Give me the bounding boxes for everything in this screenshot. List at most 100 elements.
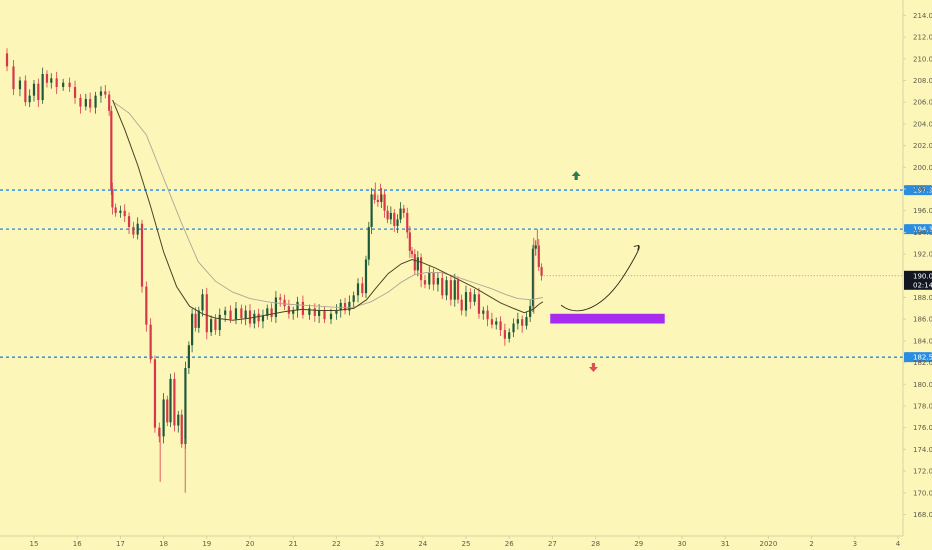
x-tick-label: 29 bbox=[634, 540, 643, 548]
y-tick-label: 206.0 bbox=[913, 99, 932, 107]
candle-body-up bbox=[348, 301, 351, 311]
candle-body-up bbox=[119, 210, 122, 213]
candle-body-down bbox=[460, 299, 463, 311]
candle-body-down bbox=[477, 294, 481, 314]
candle-body-down bbox=[149, 324, 152, 360]
level-label-box bbox=[904, 352, 932, 363]
candle-body-down bbox=[343, 302, 347, 311]
y-tick-label: 184.0 bbox=[913, 337, 932, 345]
candle-body-down bbox=[73, 87, 77, 98]
x-tick-label: 15 bbox=[30, 540, 39, 548]
candle-body-down bbox=[499, 321, 502, 331]
candle-body-up bbox=[356, 283, 360, 296]
candle-body-up bbox=[18, 80, 22, 90]
candle-body-down bbox=[132, 226, 135, 235]
candle-body-up bbox=[50, 78, 53, 83]
candle-body-up bbox=[531, 248, 535, 307]
candle-body-up bbox=[94, 95, 97, 108]
x-tick-label: 25 bbox=[462, 540, 471, 548]
candle-body-down bbox=[503, 330, 506, 339]
candle-body-down bbox=[537, 245, 540, 268]
y-tick-label: 208.0 bbox=[913, 77, 932, 85]
y-tick-label: 180.0 bbox=[913, 381, 932, 389]
candle-body-down bbox=[45, 73, 49, 83]
candle-body-up bbox=[453, 280, 456, 300]
candle-body-up bbox=[84, 98, 87, 107]
y-tick-label: 174.0 bbox=[913, 446, 932, 454]
y-tick-label: 182.0 bbox=[913, 359, 932, 367]
x-tick-label: 2 bbox=[809, 540, 813, 548]
candle-body-up bbox=[218, 314, 221, 331]
current-price-box bbox=[904, 270, 932, 290]
x-tick-label: 27 bbox=[548, 540, 557, 548]
x-tick-label: 23 bbox=[375, 540, 384, 548]
candle-body-up bbox=[99, 91, 103, 96]
candle-body-down bbox=[180, 414, 183, 444]
x-tick-label: 24 bbox=[418, 540, 427, 548]
candle-body-up bbox=[224, 310, 227, 315]
x-tick-label: 19 bbox=[202, 540, 211, 548]
candle-body-up bbox=[261, 315, 265, 322]
candle-body-down bbox=[423, 280, 427, 285]
y-tick-label: 204.0 bbox=[913, 120, 932, 128]
candle-body-down bbox=[114, 207, 117, 213]
candle-body-down bbox=[158, 427, 161, 437]
candle-body-down bbox=[123, 210, 126, 217]
candle-body-up bbox=[136, 223, 139, 235]
candle-body-down bbox=[413, 254, 416, 271]
candle-body-down bbox=[287, 306, 290, 314]
candle-body-down bbox=[173, 378, 176, 426]
candle-body-up bbox=[234, 308, 238, 320]
candle-body-up bbox=[339, 302, 342, 311]
candle-body-down bbox=[205, 294, 208, 333]
candle-body-down bbox=[408, 232, 411, 251]
candle-body-down bbox=[361, 283, 364, 294]
arrow-down-icon bbox=[588, 362, 598, 372]
candle-body-down bbox=[229, 310, 232, 320]
candle-body-down bbox=[419, 257, 423, 281]
candle-body-down bbox=[145, 286, 148, 325]
candle-body-up bbox=[396, 219, 399, 226]
candle-body-down bbox=[108, 94, 111, 111]
candle-body-down bbox=[456, 280, 460, 300]
candle-body-down bbox=[140, 223, 144, 287]
candle-body-down bbox=[194, 313, 197, 328]
candle-body-down bbox=[240, 308, 243, 319]
candle-body-up bbox=[32, 83, 36, 96]
candle-body-down bbox=[257, 313, 260, 322]
candle-body-up bbox=[191, 313, 194, 346]
y-tick-label: 212.0 bbox=[913, 34, 932, 42]
candle-body-down bbox=[402, 208, 405, 213]
candle-body-up bbox=[201, 294, 204, 311]
candle-body-down bbox=[279, 297, 282, 300]
candle-body-up bbox=[177, 414, 180, 426]
candle-body-up bbox=[495, 321, 498, 325]
candle-body-up bbox=[318, 310, 321, 316]
candle-body-up bbox=[389, 212, 392, 220]
x-tick-label: 3 bbox=[853, 540, 857, 548]
candle-body-down bbox=[376, 199, 379, 203]
y-tick-label: 192.0 bbox=[913, 251, 932, 259]
candle-body-up bbox=[296, 301, 299, 311]
candle-body-down bbox=[110, 110, 113, 189]
level-label: 197.9 bbox=[913, 187, 932, 195]
candle-body-up bbox=[416, 257, 419, 271]
candle-body-up bbox=[187, 345, 190, 369]
level-label: 194.3 bbox=[913, 226, 932, 234]
y-tick-label: 188.0 bbox=[913, 294, 932, 302]
candle-body-up bbox=[28, 95, 31, 103]
x-tick-label: 2020 bbox=[759, 540, 777, 548]
candle-body-down bbox=[104, 91, 107, 95]
candle-body-down bbox=[270, 308, 273, 318]
candle-body-down bbox=[521, 319, 524, 326]
y-tick-label: 170.0 bbox=[913, 489, 932, 497]
candle-body-down bbox=[68, 82, 71, 88]
level-label-box bbox=[904, 224, 932, 235]
candle-body-down bbox=[153, 359, 157, 428]
candle-body-up bbox=[445, 280, 448, 296]
moving-average-layer bbox=[112, 99, 544, 321]
candle-body-up bbox=[380, 194, 383, 203]
